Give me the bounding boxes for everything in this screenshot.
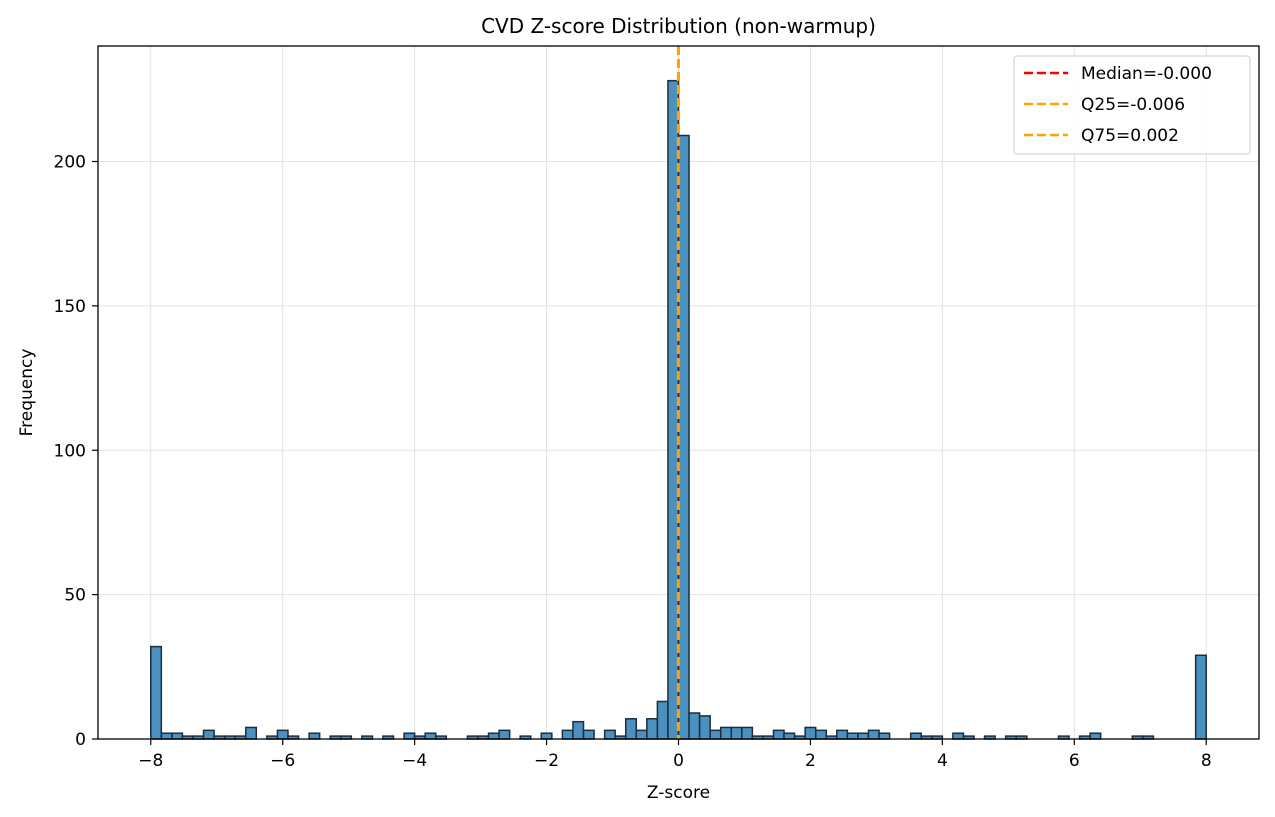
- x-tick-label: −2: [534, 751, 559, 771]
- x-axis-label: Z-score: [647, 783, 710, 803]
- x-tick-label: −6: [270, 751, 295, 771]
- histogram-bar: [656, 700, 669, 740]
- histogram-bar: [952, 732, 965, 740]
- x-tick-label: 4: [937, 751, 948, 771]
- histogram-bar: [730, 726, 743, 740]
- legend-box: [1013, 55, 1251, 155]
- histogram-bar: [836, 729, 849, 740]
- histogram-bar: [498, 729, 511, 740]
- y-axis-ticks: 0 50 100 150 200: [54, 153, 98, 750]
- histogram-bar: [403, 732, 416, 740]
- histogram-bar: [709, 729, 722, 740]
- legend-label: Q75=0.002: [1081, 126, 1179, 146]
- histogram-bar: [857, 732, 870, 740]
- histogram-bar: [1194, 654, 1207, 740]
- histogram-bar: [688, 712, 701, 740]
- histogram-bar: [846, 732, 859, 740]
- histogram-bars: [150, 79, 1207, 740]
- chart-title: CVD Z-score Distribution (non-warmup): [481, 14, 876, 38]
- reference-lines: [676, 46, 680, 739]
- histogram-bar: [909, 732, 923, 740]
- histogram-bar: [772, 729, 785, 740]
- y-tick-label: 150: [54, 297, 86, 317]
- histogram-bar: [276, 729, 289, 740]
- histogram-bar: [698, 715, 711, 740]
- legend-label: Median=-0.000: [1081, 64, 1212, 84]
- histogram-bar: [635, 729, 648, 740]
- y-tick-label: 100: [54, 441, 86, 461]
- histogram-bar: [867, 729, 880, 740]
- x-tick-label: 8: [1201, 751, 1212, 771]
- histogram-bar: [171, 732, 184, 740]
- histogram-bar: [741, 726, 754, 740]
- histogram-bar: [814, 729, 828, 740]
- y-tick-label: 50: [64, 586, 86, 606]
- legend: Median=-0.000 Q25=-0.006 Q75=0.002: [1013, 55, 1251, 155]
- histogram-bar: [1089, 732, 1102, 740]
- histogram-bar: [202, 729, 215, 740]
- x-axis-ticks: −8 −6 −4 −2 0 2 4 6 8: [138, 739, 1212, 771]
- histogram-bar: [878, 732, 891, 740]
- y-tick-label: 200: [54, 153, 86, 173]
- histogram-bar: [308, 732, 321, 740]
- histogram-bar: [646, 718, 659, 740]
- histogram-bar: [487, 732, 500, 740]
- histogram-bar: [572, 720, 585, 740]
- histogram-bar: [624, 718, 638, 740]
- histogram-bar: [603, 729, 616, 740]
- histogram-bar: [677, 134, 690, 740]
- y-tick-label: 0: [75, 730, 86, 750]
- x-tick-label: 2: [805, 751, 816, 771]
- histogram-bar: [783, 732, 796, 740]
- x-tick-label: 6: [1069, 751, 1080, 771]
- histogram-bar: [561, 729, 574, 740]
- histogram-bar: [582, 729, 595, 740]
- histogram-bar: [804, 726, 817, 740]
- histogram-bar: [150, 645, 163, 740]
- histogram-bar: [719, 726, 733, 740]
- y-axis-label: Frequency: [17, 349, 37, 437]
- x-tick-label: 0: [673, 751, 684, 771]
- x-tick-label: −4: [402, 751, 427, 771]
- histogram-bar: [160, 732, 173, 740]
- x-tick-label: −8: [138, 751, 163, 771]
- histogram-bar: [540, 732, 553, 740]
- histogram-bar: [245, 726, 258, 740]
- histogram-bar: [424, 732, 437, 740]
- legend-label: Q25=-0.006: [1081, 95, 1185, 115]
